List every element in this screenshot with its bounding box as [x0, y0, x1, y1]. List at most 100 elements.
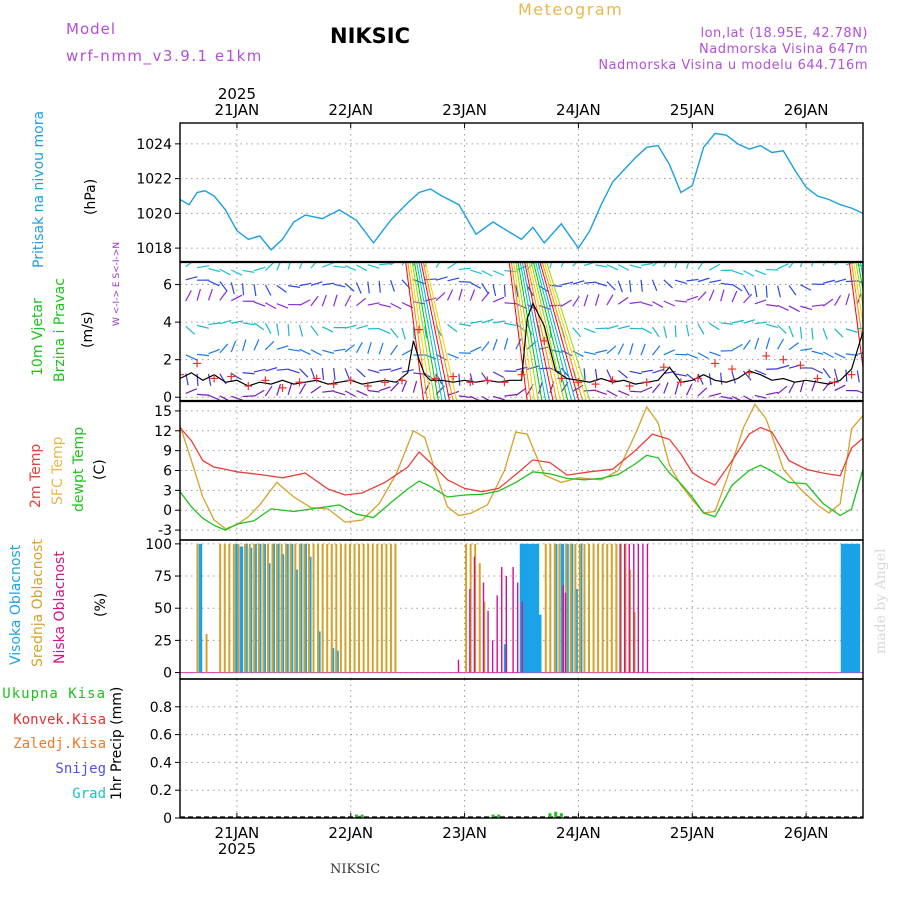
- wind-arrow: [322, 262, 334, 268]
- wind-arrow: [754, 337, 760, 350]
- wind-front-stroke: [528, 262, 561, 401]
- mid-cloud-bar: [565, 543, 568, 673]
- high-cloud-bar: [856, 543, 861, 673]
- mid-cloud-bar: [312, 543, 315, 673]
- wind-arrow: [731, 343, 743, 351]
- wind-arrow: [230, 372, 242, 381]
- mid-cloud-bar: [335, 543, 338, 673]
- wind-arrow: [219, 268, 231, 276]
- gust-marker: [608, 376, 617, 385]
- high-cloud-bar: [537, 614, 542, 673]
- wind-arrow: [606, 324, 619, 330]
- wind-arrow: [265, 302, 277, 310]
- wind-front-stroke: [857, 262, 863, 294]
- wind-arrow: [310, 367, 316, 380]
- wind-arrow: [822, 298, 834, 307]
- wind-arrow: [720, 282, 733, 286]
- wind-arrow: [310, 349, 322, 356]
- wind-front-stroke: [862, 262, 863, 268]
- day-label-top-4: 25JAN: [670, 101, 715, 119]
- gust-marker: [415, 325, 424, 334]
- legend-total-rain: Ukupna Kisa: [2, 686, 106, 702]
- wind-front-stroke: [521, 262, 550, 401]
- ytick-label-precip-2: 0.4: [150, 755, 172, 771]
- low-cloud-bar: [469, 588, 471, 673]
- ytick-label-pressure-1: 1020: [136, 206, 172, 222]
- wind-arrow: [265, 367, 278, 372]
- wind-front-stroke: [424, 262, 458, 401]
- wind-arrow: [640, 327, 652, 334]
- wind-arrow: [367, 281, 370, 294]
- wind-arrow: [811, 327, 814, 340]
- wind-arrow: [584, 389, 597, 392]
- gust-marker: [500, 378, 509, 387]
- mid-cloud-bar: [389, 543, 392, 673]
- wind-arrow: [685, 324, 690, 337]
- wind-arrow: [777, 338, 785, 350]
- wind-arrow: [788, 342, 800, 351]
- low-cloud-bar: [482, 582, 485, 673]
- mid-cloud-bar: [326, 543, 329, 673]
- wind-arrow: [378, 328, 391, 335]
- wind-arrow: [390, 302, 402, 310]
- wind-front-stroke: [510, 262, 532, 401]
- wind-arrow: [515, 366, 528, 371]
- low-cloud-bar: [496, 595, 498, 673]
- wind-front-stroke: [865, 262, 894, 401]
- wind-arrow: [492, 371, 504, 378]
- wind-front-stroke: [508, 262, 528, 401]
- wind-arrow: [253, 389, 265, 397]
- gust-marker: [659, 363, 668, 372]
- wind-arrow: [560, 367, 570, 378]
- wind-arrow: [708, 322, 720, 331]
- low-cloud-bar: [646, 543, 649, 673]
- mid-cloud-bar: [578, 543, 581, 673]
- wind-arrow: [447, 262, 458, 270]
- ytick-label-temperature-2: 3: [163, 483, 172, 499]
- elevation-label: Nadmorska Visina 647m: [699, 42, 868, 57]
- mid-cloud-bar: [348, 543, 351, 673]
- wind-arrow: [356, 264, 368, 272]
- wind-arrow: [675, 373, 688, 377]
- wind-arrow: [663, 279, 673, 289]
- gust-marker: [693, 374, 702, 383]
- wind-arrow: [583, 368, 586, 381]
- wind-arrow: [595, 389, 608, 396]
- wind-arrow: [617, 264, 630, 271]
- wind-arrow: [276, 303, 289, 309]
- gust-marker: [625, 381, 634, 390]
- wind-arrow: [857, 327, 863, 330]
- wind-arrow: [492, 320, 505, 324]
- wind-arrow: [856, 370, 860, 383]
- high-cloud-bar: [519, 543, 524, 673]
- wind-arrow: [538, 382, 543, 395]
- wind-arrow: [310, 281, 323, 286]
- wind-front-stroke: [539, 262, 580, 401]
- wind-arrow: [503, 337, 509, 350]
- wind-arrow: [264, 262, 275, 271]
- wind-arrow: [242, 269, 255, 273]
- wind-arrow: [276, 383, 282, 396]
- wind-arrow: [481, 341, 490, 352]
- wind-arrow: [663, 349, 675, 356]
- mid-cloud-bar: [294, 543, 297, 673]
- low-cloud-bar: [473, 556, 476, 673]
- wind-arrow: [196, 324, 209, 329]
- wind-arrow: [355, 342, 363, 354]
- wind-arrow: [230, 294, 243, 302]
- wind-arrow: [492, 338, 498, 351]
- day-label-top-3: 24JAN: [556, 101, 601, 119]
- gust-marker: [295, 378, 304, 387]
- wind-arrow: [834, 384, 846, 392]
- wind-arrow: [811, 304, 824, 307]
- wind-arrow: [276, 262, 282, 271]
- mid-cloud-bar: [271, 543, 274, 673]
- wind-arrow: [492, 296, 505, 303]
- wind-arrow: [470, 346, 482, 353]
- wind-arrow: [322, 349, 335, 354]
- wind-arrow: [572, 384, 584, 392]
- wind-arrow: [651, 345, 661, 356]
- wind-arrow: [800, 305, 813, 311]
- wind-arrow: [253, 322, 265, 331]
- wind-arrow: [697, 323, 705, 335]
